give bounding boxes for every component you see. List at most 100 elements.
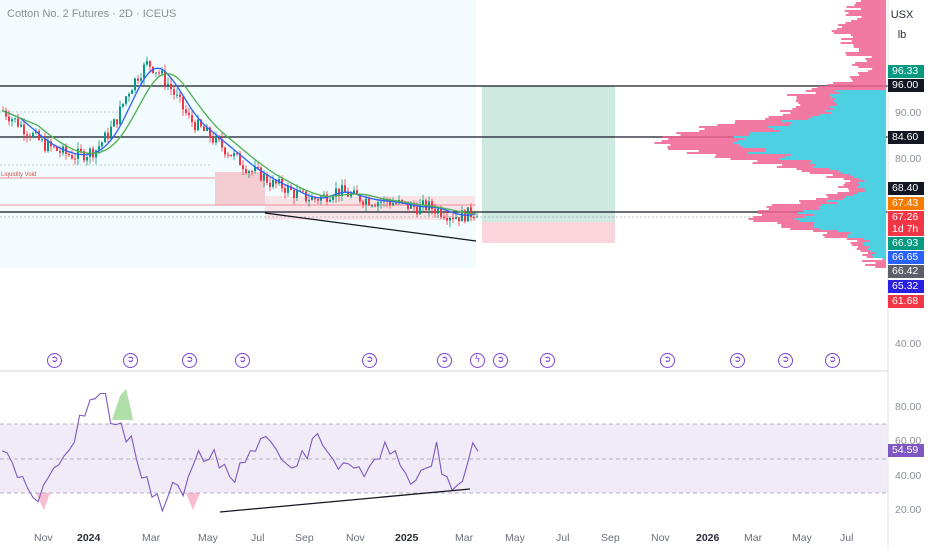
profile-bar-value-area [864, 180, 886, 182]
profile-bar [848, 12, 886, 14]
profile-bar-value-area [871, 254, 886, 256]
candle-body [233, 153, 235, 157]
profile-bar [831, 30, 886, 32]
profile-bar-value-area [833, 100, 886, 102]
rsi-divergence-line[interactable] [219, 488, 471, 513]
candle-body [422, 200, 424, 205]
profile-bar-value-area [853, 194, 886, 196]
candle-body [224, 147, 226, 155]
candle-body [386, 198, 388, 202]
profile-bar-value-area [797, 212, 886, 214]
currency-label[interactable]: USX [890, 9, 914, 21]
position-profit-zone[interactable] [482, 86, 615, 222]
candle-body [194, 122, 196, 131]
time-axis-label: Mar [744, 532, 763, 544]
profile-bar-value-area [794, 218, 886, 220]
dividend-arrow-icon[interactable]: ➲ [182, 353, 197, 368]
time-axis-label: Mar [142, 532, 161, 544]
profile-bar-value-area [744, 138, 886, 140]
candle-body [146, 61, 148, 65]
dividend-arrow-icon[interactable]: ➲ [540, 353, 555, 368]
candle-body [176, 94, 178, 96]
candle-body [134, 78, 136, 91]
candle-body [467, 207, 469, 222]
candle-body [188, 112, 190, 116]
profile-bar-value-area [819, 208, 886, 210]
profile-bar-value-area [748, 134, 886, 136]
candle-body [329, 199, 331, 202]
candle-body [23, 124, 25, 135]
profile-bar [866, 60, 886, 62]
rsi-band-fill [0, 424, 888, 493]
unit-label[interactable]: lb [897, 29, 907, 41]
profile-bar [850, 34, 886, 36]
candle-body [317, 199, 319, 201]
profile-bar-value-area [750, 132, 886, 134]
dividend-arrow-icon[interactable]: ➲ [778, 353, 793, 368]
profile-bar-value-area [870, 250, 886, 252]
candle-body [110, 126, 112, 139]
profile-bar-value-area [809, 162, 886, 164]
profile-bar-value-area [863, 238, 886, 240]
candle-body [458, 217, 460, 222]
dividend-arrow-icon[interactable]: ➲ [47, 353, 62, 368]
profile-bar-value-area [819, 206, 886, 208]
candle-body [20, 124, 22, 127]
candle-body [197, 119, 199, 131]
profile-bar [838, 24, 886, 26]
profile-bar-value-area [858, 182, 886, 184]
dividend-arrow-icon[interactable]: ➲ [437, 353, 452, 368]
profile-bar [836, 28, 886, 30]
profile-bar-value-area [820, 228, 886, 230]
profile-bar-value-area [789, 124, 886, 126]
dividend-arrow-icon[interactable]: ➲ [362, 353, 377, 368]
profile-bar-value-area [768, 126, 886, 128]
price-tick: 80.00 [895, 153, 922, 165]
dividend-arrow-icon[interactable]: ➲ [730, 353, 745, 368]
profile-bar-value-area [815, 164, 886, 166]
profile-bar-value-area [845, 196, 886, 198]
profile-bar [846, 6, 886, 8]
candle-body [389, 201, 391, 206]
candle-body [314, 197, 316, 200]
candle-body [431, 201, 433, 210]
profile-bar-value-area [791, 122, 886, 124]
dividend-arrow-icon[interactable]: ➲ [825, 353, 840, 368]
dividend-arrow-icon[interactable]: ➲ [660, 353, 675, 368]
lightning-icon[interactable]: ϟ [470, 353, 485, 368]
candle-body [161, 70, 163, 74]
profile-bar-value-area [859, 184, 886, 186]
ma-fast-line [1, 67, 477, 216]
candle-body [254, 167, 256, 172]
profile-bar-value-area [747, 152, 886, 154]
candle-body [170, 83, 172, 90]
candle-body [356, 190, 358, 195]
candle-body [341, 185, 343, 196]
dividend-arrow-icon[interactable]: ➲ [235, 353, 250, 368]
profile-bar-value-area [813, 224, 886, 226]
candle-body [257, 167, 259, 169]
candle-body [287, 186, 289, 193]
profile-bar-value-area [857, 186, 886, 188]
position-loss-zone[interactable] [482, 222, 615, 243]
candle-body [137, 78, 139, 81]
candle-body [236, 153, 238, 155]
candle-body [275, 180, 277, 184]
time-axis-label: Nov [34, 532, 53, 544]
dividend-arrow-icon[interactable]: ➲ [123, 353, 138, 368]
dividend-arrow-icon[interactable]: ➲ [493, 353, 508, 368]
candle-body [155, 72, 157, 74]
profile-bar-value-area [814, 222, 886, 224]
candle-body [284, 188, 286, 193]
candle-body [461, 210, 463, 222]
candle-body [320, 196, 322, 201]
support-trendline[interactable] [264, 212, 477, 242]
candle-body [149, 61, 151, 67]
candle-body [53, 146, 55, 148]
candle-body [227, 154, 229, 156]
candle-body [125, 96, 127, 104]
profile-bar [875, 262, 886, 264]
candle-body [419, 204, 421, 215]
candle-body [131, 90, 133, 94]
